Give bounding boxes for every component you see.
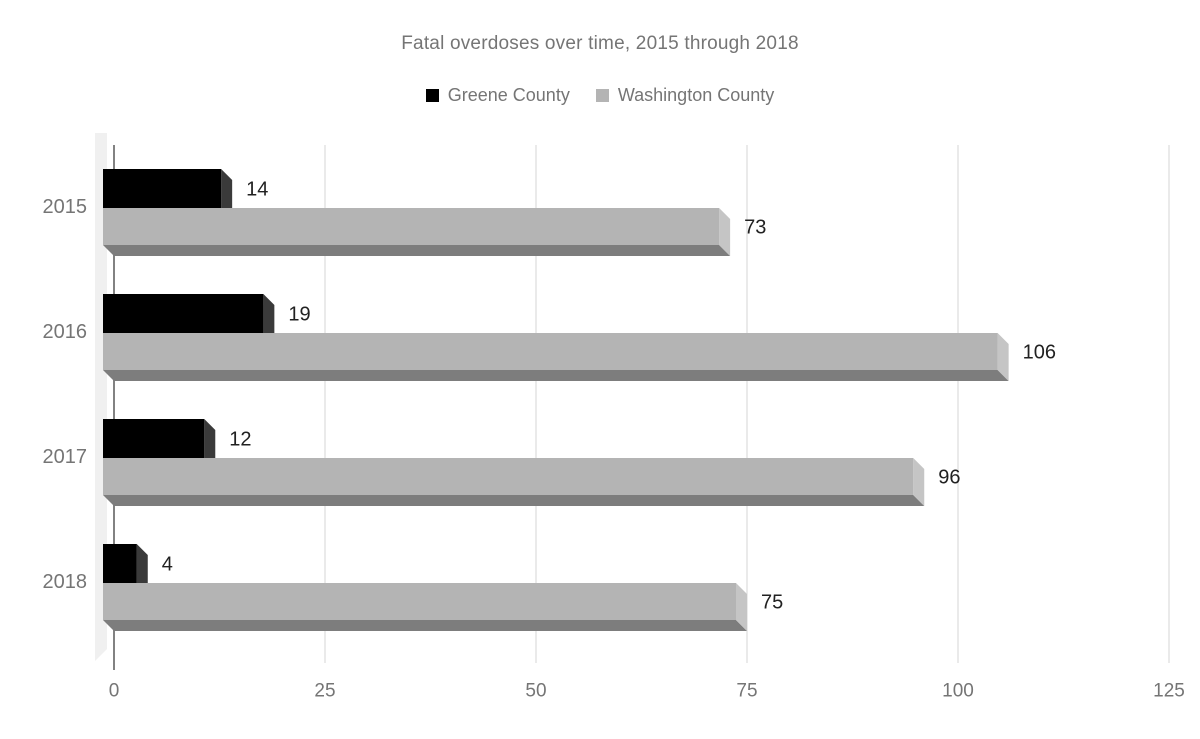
x-tick-label-100: 100 bbox=[942, 681, 974, 702]
y-axis-label-2015: 2015 bbox=[43, 196, 88, 218]
bar-front-face bbox=[103, 419, 205, 458]
value-label-greene-2017: 12 bbox=[229, 429, 251, 451]
value-label-washington-2018: 75 bbox=[761, 592, 783, 614]
bar-side-face bbox=[221, 169, 233, 219]
bar-greene-county-2015[interactable] bbox=[103, 169, 233, 219]
chart-title: Fatal overdoses over time, 2015 through … bbox=[401, 33, 799, 54]
bar-front-face bbox=[103, 208, 720, 245]
bar-front-face bbox=[103, 583, 736, 620]
bar-side-face bbox=[913, 458, 925, 506]
bar-front-face bbox=[103, 333, 998, 370]
bar-bottom-face bbox=[103, 620, 747, 631]
bar-side-face bbox=[719, 208, 731, 256]
x-tick-label-25: 25 bbox=[314, 681, 335, 702]
bar-greene-county-2018[interactable] bbox=[103, 544, 148, 594]
bar-side-face bbox=[263, 294, 275, 344]
bar-bottom-face bbox=[103, 370, 1009, 381]
bar-bottom-face bbox=[103, 495, 925, 506]
zero-wall bbox=[95, 133, 107, 661]
legend-item-greene-county[interactable]: Greene County bbox=[425, 85, 570, 106]
x-tick-label-0: 0 bbox=[109, 681, 120, 702]
washington-county-swatch-icon bbox=[595, 89, 609, 102]
bar-side-face bbox=[204, 419, 216, 469]
bar-washington-county-2015[interactable] bbox=[103, 208, 731, 256]
bar-front-face bbox=[103, 169, 222, 208]
bar-front-face bbox=[103, 458, 914, 495]
bar-greene-county-2017[interactable] bbox=[103, 419, 216, 469]
value-label-greene-2015: 14 bbox=[246, 179, 268, 201]
bar-side-face bbox=[997, 333, 1009, 381]
washington-county-legend-label: Washington County bbox=[617, 85, 775, 105]
greene-county-legend-label: Greene County bbox=[447, 85, 570, 105]
x-tick-label-50: 50 bbox=[525, 681, 546, 702]
value-label-washington-2016: 106 bbox=[1023, 342, 1056, 364]
x-tick-label-125: 125 bbox=[1153, 681, 1185, 702]
legend-item-washington-county[interactable]: Washington County bbox=[595, 85, 775, 106]
value-label-greene-2016: 19 bbox=[288, 304, 310, 326]
y-axis-label-2016: 2016 bbox=[43, 321, 88, 343]
legend: Greene County Washington County bbox=[0, 85, 1200, 106]
bar-front-face bbox=[103, 294, 264, 333]
bar-washington-county-2017[interactable] bbox=[103, 458, 925, 506]
x-tick-label-75: 75 bbox=[736, 681, 757, 702]
y-axis-label-2018: 2018 bbox=[43, 571, 88, 593]
bar-washington-county-2016[interactable] bbox=[103, 333, 1009, 381]
bar-side-face bbox=[136, 544, 148, 594]
y-axis-label-2017: 2017 bbox=[43, 446, 88, 468]
greene-county-swatch-icon bbox=[425, 89, 439, 102]
value-label-greene-2018: 4 bbox=[162, 554, 173, 576]
bar-bottom-face bbox=[103, 245, 731, 256]
bar-washington-county-2018[interactable] bbox=[103, 583, 747, 631]
bar-greene-county-2016[interactable] bbox=[103, 294, 275, 344]
value-label-washington-2017: 96 bbox=[938, 467, 960, 489]
bar-front-face bbox=[103, 544, 137, 583]
bar-side-face bbox=[736, 583, 747, 631]
value-label-washington-2015: 73 bbox=[744, 217, 766, 239]
